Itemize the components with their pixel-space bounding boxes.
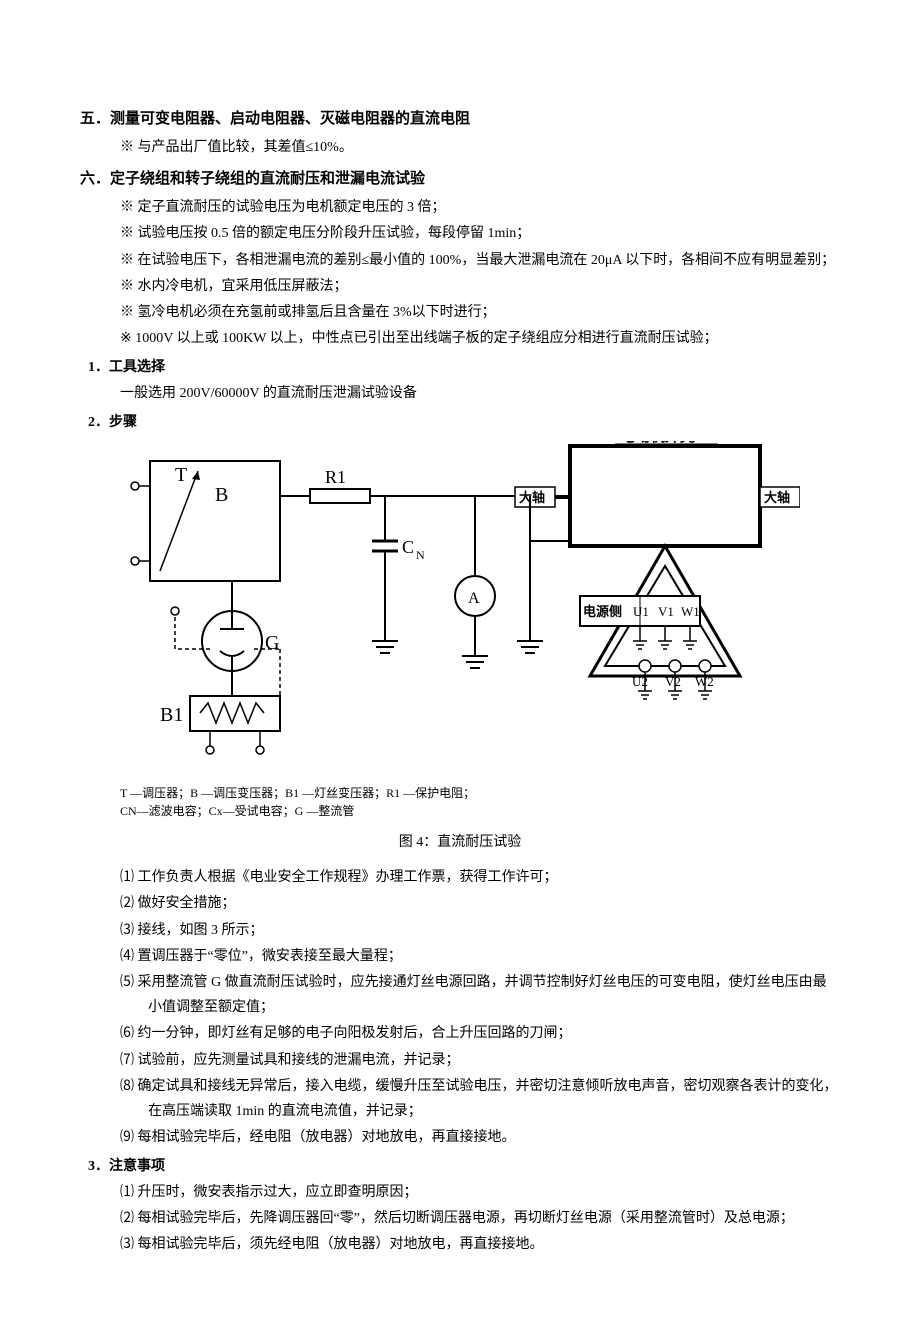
label-B1: B1 [160, 704, 183, 726]
section6-note-4: ※ 氢冷电机必须在充氢前或排氢后且含量在 3%以下时进行； [80, 300, 840, 325]
label-CN: C [402, 537, 414, 557]
label-B: B [215, 484, 228, 506]
section5-note: ※ 与产品出厂值比较，其差值≤10%。 [80, 135, 840, 160]
label-bigshaft-l: 大轴 [519, 490, 545, 505]
label-bigshaft-r: 大轴 [764, 490, 790, 505]
label-powerside: 电源侧 [583, 604, 622, 619]
label-R1: R1 [325, 467, 346, 487]
label-W1: W1 [681, 604, 700, 619]
label-T: T [175, 464, 187, 486]
step2-item-3: ⑷ 置调压器于“零位”，微安表接至最大量程； [80, 944, 840, 969]
step2-item-0: ⑴ 工作负责人根据《电业安全工作规程》办理工作票，获得工作许可； [80, 865, 840, 890]
label-V2: V2 [665, 674, 681, 689]
diagram-legend-1: T —调压器；B —调压变压器；B1 —灯丝变压器；R1 —保护电阻； [80, 784, 840, 802]
label-U1: U1 [633, 604, 649, 619]
section6-note-2: ※ 在试验电压下，各相泄漏电流的差别≤最小值的 100%，当最大泄漏电流在 20… [80, 248, 840, 273]
circuit-diagram: T B R1 G B1 C N [120, 441, 800, 771]
label-A: A [468, 590, 480, 607]
label-G: G [265, 632, 279, 654]
section5-title: 五．测量可变电阻器、启动电阻器、灭磁电阻器的直流电阻 [80, 106, 840, 133]
step2-item-4: ⑸ 采用整流管 G 做直流耐压试验时，应先接通灯丝电源回路，并调节控制好灯丝电压… [80, 970, 840, 1020]
step2-title: 2．步骤 [80, 410, 840, 435]
step2-item-5: ⑹ 约一分钟，即灯丝有足够的电子向阳极发射后，合上升压回路的刀闸； [80, 1021, 840, 1046]
section6-title: 六．定子绕组和转子绕组的直流耐压和泄漏电流试验 [80, 166, 840, 193]
label-V1: V1 [658, 604, 674, 619]
step1-title: 1．工具选择 [80, 355, 840, 380]
step3-item-2: ⑶ 每相试验完毕后，须先经电阻（放电器）对地放电，再直接接地。 [80, 1232, 840, 1257]
step2-item-2: ⑶ 接线，如图 3 所示； [80, 918, 840, 943]
section6-note-5: ※ 1000V 以上或 100KW 以上，中性点已引出至出线端子板的定子绕组应分… [80, 326, 840, 351]
step3-title: 3．注意事项 [80, 1154, 840, 1179]
step2-item-8: ⑼ 每相试验完毕后，经电阻（放电器）对地放电，再直接接地。 [80, 1125, 840, 1150]
step3-item-0: ⑴ 升压时，微安表指示过大，应立即查明原因； [80, 1180, 840, 1205]
step1-text: 一般选用 200V/60000V 的直流耐压泄漏试验设备 [80, 381, 840, 406]
section6-note-1: ※ 试验电压按 0.5 倍的额定电压分阶段升压试验，每段停留 1min； [80, 221, 840, 246]
label-CN-sub: N [416, 548, 425, 562]
diagram-container: T B R1 G B1 C N [80, 441, 840, 780]
step3-item-1: ⑵ 每相试验完毕后，先降调压器回“零”，然后切断调压器电源，再切断灯丝电源（采用… [80, 1206, 840, 1231]
step2-item-7: ⑻ 确定试具和接线无异常后，接入电缆，缓慢升压至试验电压，并密切注意倾听放电声音… [80, 1074, 840, 1124]
step2-item-1: ⑵ 做好安全措施； [80, 891, 840, 916]
section6-note-0: ※ 定子直流耐压的试验电压为电机额定电压的 3 倍； [80, 195, 840, 220]
step2-item-6: ⑺ 试验前，应先测量试具和接线的泄漏电流，并记录； [80, 1048, 840, 1073]
diagram-legend-2: CN—滤波电容；Cx—受试电容；G —整流管 [80, 802, 840, 820]
section6-note-3: ※ 水内冷电机，宜采用低压屏蔽法； [80, 274, 840, 299]
figure-caption: 图 4：直流耐压试验 [80, 830, 840, 855]
